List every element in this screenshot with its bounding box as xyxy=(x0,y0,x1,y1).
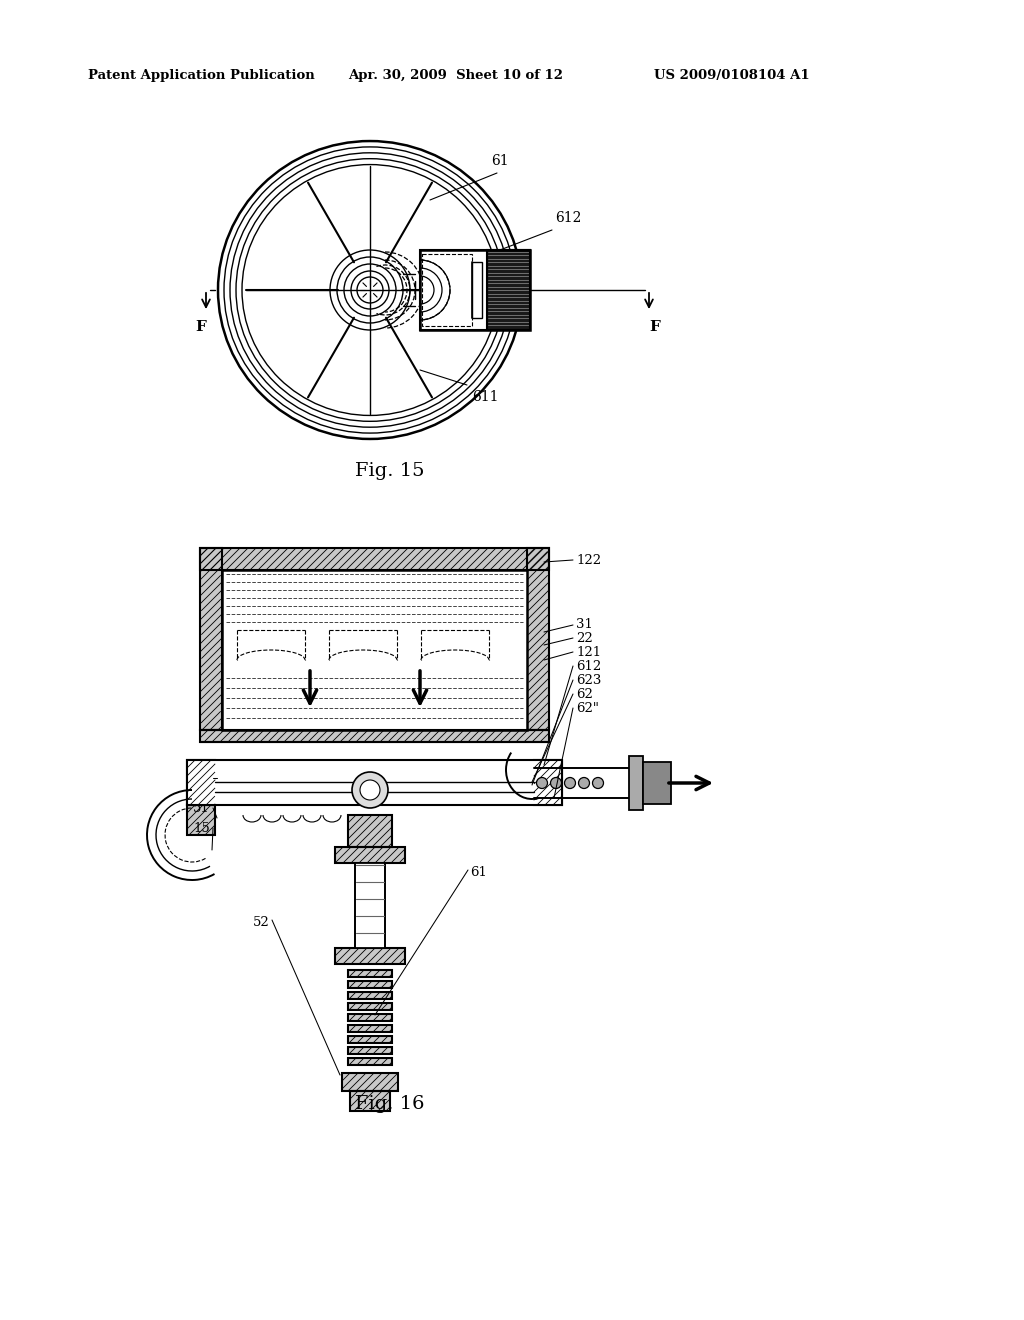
Text: 121: 121 xyxy=(575,645,601,659)
Bar xyxy=(348,1003,392,1010)
Bar xyxy=(222,570,527,730)
Bar xyxy=(487,249,530,330)
Bar xyxy=(355,863,385,948)
Bar xyxy=(348,1059,392,1065)
Bar xyxy=(348,993,392,999)
Bar xyxy=(527,548,549,730)
Text: 62": 62" xyxy=(575,701,599,714)
Text: 15: 15 xyxy=(194,821,210,834)
Bar xyxy=(187,805,215,836)
Text: Fig. 15: Fig. 15 xyxy=(355,462,425,480)
Bar xyxy=(348,1059,392,1065)
Bar xyxy=(335,847,406,863)
Bar xyxy=(348,1047,392,1053)
Text: 612: 612 xyxy=(575,660,601,672)
Bar xyxy=(534,760,562,805)
Circle shape xyxy=(593,777,603,788)
Bar xyxy=(348,1026,392,1032)
Bar xyxy=(348,814,392,847)
Bar xyxy=(348,993,392,999)
Bar xyxy=(643,762,671,804)
Text: 22: 22 xyxy=(575,631,593,644)
Bar xyxy=(342,1073,398,1092)
Text: 623: 623 xyxy=(575,673,601,686)
Bar xyxy=(527,548,549,730)
Bar xyxy=(200,548,222,730)
Bar xyxy=(187,760,215,805)
Text: 51: 51 xyxy=(194,801,210,814)
Bar xyxy=(200,730,549,742)
Circle shape xyxy=(579,777,590,788)
Text: 31: 31 xyxy=(575,619,593,631)
Bar xyxy=(348,981,392,987)
Bar xyxy=(350,1092,390,1111)
Bar xyxy=(348,1003,392,1010)
Bar xyxy=(487,249,530,330)
Bar xyxy=(348,1047,392,1053)
Text: F: F xyxy=(649,319,660,334)
Bar xyxy=(200,548,549,570)
Bar xyxy=(187,805,215,836)
Text: 611: 611 xyxy=(472,389,499,404)
Bar xyxy=(472,261,482,318)
Bar xyxy=(200,548,549,570)
Bar xyxy=(420,249,530,330)
Bar xyxy=(187,760,562,805)
Text: 52: 52 xyxy=(253,916,270,928)
Text: 122: 122 xyxy=(575,553,601,566)
Bar xyxy=(200,730,549,742)
Text: US 2009/0108104 A1: US 2009/0108104 A1 xyxy=(654,70,810,82)
Bar xyxy=(629,756,643,810)
Circle shape xyxy=(551,777,561,788)
Text: 61: 61 xyxy=(470,866,486,879)
Bar xyxy=(348,1026,392,1032)
Circle shape xyxy=(360,780,380,800)
Bar xyxy=(335,948,406,964)
Bar xyxy=(420,249,530,330)
Circle shape xyxy=(564,777,575,788)
Text: F: F xyxy=(195,319,206,334)
Bar xyxy=(348,1014,392,1020)
Text: Patent Application Publication: Patent Application Publication xyxy=(88,70,314,82)
Bar xyxy=(342,1073,398,1092)
Text: Fig. 16: Fig. 16 xyxy=(355,1096,425,1113)
Text: 61: 61 xyxy=(492,154,509,168)
Bar xyxy=(348,814,392,847)
Bar xyxy=(200,548,222,730)
Bar xyxy=(335,847,406,863)
Bar xyxy=(348,970,392,977)
Text: 612: 612 xyxy=(555,211,582,224)
Circle shape xyxy=(537,777,548,788)
Bar xyxy=(422,253,472,326)
Text: Apr. 30, 2009  Sheet 10 of 12: Apr. 30, 2009 Sheet 10 of 12 xyxy=(348,70,563,82)
Text: 62': 62' xyxy=(189,771,210,784)
Bar xyxy=(348,1036,392,1043)
Bar xyxy=(187,760,215,805)
Text: 62: 62 xyxy=(575,688,593,701)
Bar xyxy=(348,970,392,977)
Bar xyxy=(350,1092,390,1111)
Bar xyxy=(348,981,392,987)
Bar xyxy=(335,948,406,964)
Circle shape xyxy=(352,772,388,808)
Bar xyxy=(348,1014,392,1020)
Bar xyxy=(534,760,562,805)
Bar xyxy=(348,1036,392,1043)
